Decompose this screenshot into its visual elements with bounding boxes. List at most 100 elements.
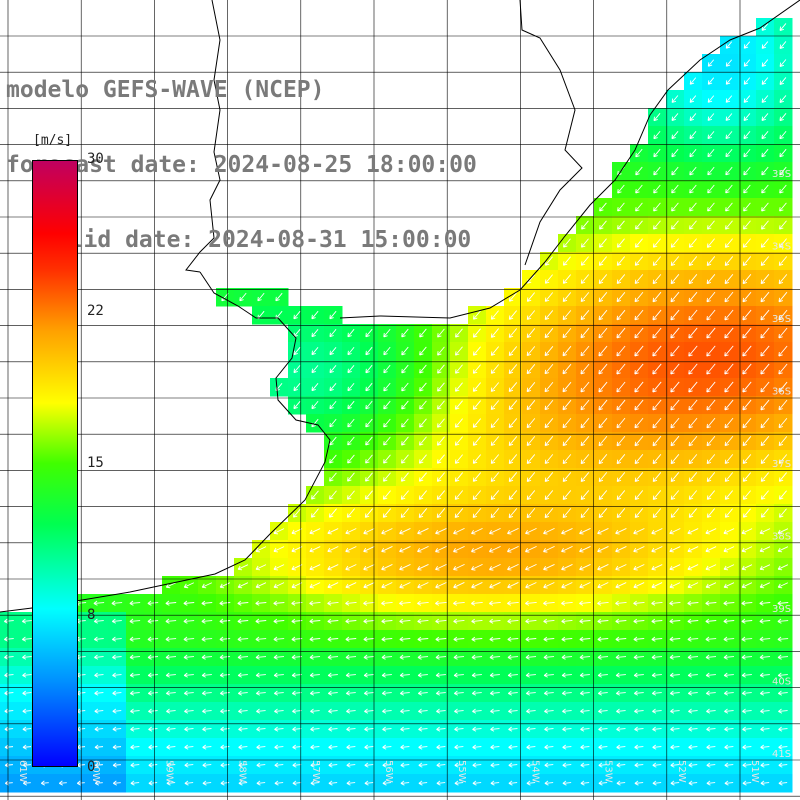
wind-arrow	[579, 528, 591, 535]
wind-arrow	[778, 256, 788, 266]
wind-arrow	[742, 762, 752, 768]
wind-arrow	[526, 762, 536, 768]
wind-arrow	[652, 256, 662, 266]
wind-arrow	[760, 309, 770, 321]
wind-arrow	[616, 490, 626, 500]
wind-arrow	[598, 274, 608, 284]
wind-arrow	[363, 600, 375, 606]
wind-arrow	[219, 654, 231, 660]
wind-arrow	[526, 382, 536, 393]
wind-arrow	[237, 672, 248, 678]
wind-arrow	[706, 327, 716, 339]
wind-arrow	[741, 636, 753, 642]
wind-arrow	[671, 202, 679, 212]
wind-arrow	[615, 636, 627, 642]
wind-arrow	[256, 726, 266, 732]
wind-arrow	[291, 564, 303, 571]
wind-arrow	[688, 345, 698, 357]
wind-arrow	[706, 780, 716, 786]
wind-arrow	[507, 654, 519, 660]
wind-arrow	[166, 744, 176, 750]
wind-arrow	[689, 113, 697, 121]
wind-arrow	[760, 345, 770, 357]
wind-arrow	[472, 490, 482, 500]
wind-arrow	[436, 726, 446, 732]
wind-arrow	[689, 184, 697, 194]
wind-arrow	[489, 582, 501, 589]
wind-arrow	[544, 726, 554, 732]
wind-arrow	[490, 454, 500, 464]
wind-arrow	[489, 636, 501, 642]
wind-arrow	[742, 417, 752, 429]
wind-arrow	[598, 508, 608, 519]
wind-arrow	[778, 327, 788, 339]
wind-arrow	[725, 220, 733, 230]
wind-arrow	[237, 582, 249, 589]
wind-arrow	[166, 726, 176, 732]
wind-arrow	[381, 600, 393, 606]
wind-arrow	[759, 564, 771, 571]
wind-arrow	[742, 726, 752, 732]
wind-arrow	[147, 654, 159, 660]
wind-arrow	[419, 418, 427, 428]
wind-arrow	[777, 564, 789, 571]
wind-arrow	[544, 292, 554, 302]
wind-arrow	[273, 672, 284, 678]
wind-arrow	[778, 417, 788, 429]
wind-arrow	[616, 309, 626, 321]
wind-arrow	[778, 726, 788, 732]
wind-arrow	[760, 744, 770, 750]
wind-arrow	[616, 417, 626, 429]
wind-arrow	[129, 654, 141, 660]
wind-arrow	[742, 436, 752, 447]
wind-arrow	[777, 636, 789, 642]
wind-arrow	[670, 417, 680, 429]
wind-arrow	[201, 636, 213, 642]
wind-arrow	[671, 220, 679, 230]
wind-arrow	[347, 454, 355, 464]
wind-arrow	[597, 672, 608, 678]
wind-arrow	[347, 436, 355, 446]
wind-arrow	[22, 726, 32, 732]
wind-arrow	[561, 600, 573, 606]
wind-arrow	[688, 508, 698, 518]
coastline-uruguay-brazil	[339, 0, 800, 319]
wind-arrow	[22, 780, 31, 786]
wind-arrow	[401, 364, 409, 374]
wind-arrow	[238, 780, 248, 786]
wind-arrow	[741, 690, 752, 696]
wind-arrow	[508, 364, 518, 375]
wind-arrow	[21, 636, 32, 642]
wind-arrow	[779, 95, 787, 104]
wind-arrow	[742, 399, 752, 411]
wind-arrow	[741, 654, 753, 660]
wind-arrow	[653, 202, 661, 212]
wind-arrow	[293, 347, 301, 356]
wind-arrow	[723, 672, 734, 678]
wind-arrow	[202, 708, 212, 714]
wind-arrow	[365, 364, 373, 374]
wind-arrow	[616, 726, 626, 732]
wind-arrow	[562, 345, 572, 357]
wind-arrow	[94, 708, 104, 714]
wind-arrow	[401, 418, 409, 428]
wind-arrow	[526, 364, 536, 375]
wind-arrow	[417, 600, 429, 606]
wind-arrow	[651, 636, 663, 642]
wind-arrow	[616, 256, 626, 266]
wind-arrow	[778, 363, 788, 375]
wind-arrow	[508, 490, 518, 500]
wind-arrow	[526, 508, 536, 519]
wind-arrow	[165, 672, 176, 678]
wind-arrow	[437, 364, 445, 374]
wind-arrow	[652, 744, 662, 750]
wind-arrow	[345, 546, 357, 553]
wind-arrow	[724, 381, 734, 393]
wind-arrow	[562, 708, 572, 714]
wind-arrow	[743, 77, 751, 85]
wind-arrow	[454, 780, 464, 786]
wind-arrow	[653, 166, 661, 176]
wind-arrow	[3, 618, 14, 624]
wind-arrow	[579, 582, 591, 589]
wind-arrow	[634, 363, 644, 375]
